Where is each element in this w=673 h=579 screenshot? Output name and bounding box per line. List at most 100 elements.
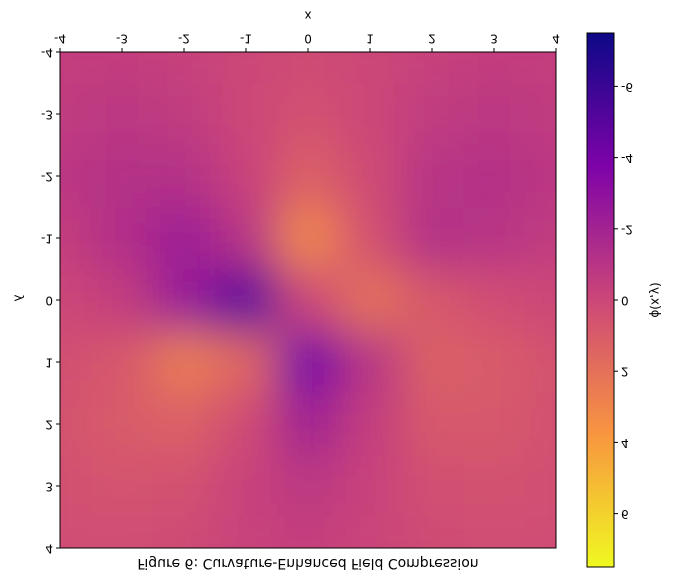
- heatmap-cell: [463, 517, 525, 548]
- heatmap-cell: [463, 83, 525, 145]
- heatmap-cell: [91, 393, 153, 455]
- heatmap-cell: [401, 269, 463, 331]
- y-axis-label: y: [11, 294, 25, 301]
- heatmap-cell: [277, 145, 339, 207]
- heatmap-cell: [60, 331, 91, 393]
- heatmap-cell: [525, 269, 556, 331]
- x-tick-label: 4: [552, 32, 560, 46]
- heatmap-cell: [215, 393, 277, 455]
- heatmap-cell: [153, 455, 215, 517]
- y-tick-label: -3: [41, 108, 53, 122]
- heatmap-cell: [215, 517, 277, 548]
- heatmap-cell: [463, 393, 525, 455]
- y-tick-label: -4: [41, 46, 53, 60]
- heatmap-cell: [153, 145, 215, 207]
- heatmap-cell: [525, 393, 556, 455]
- heatmap-cell: [91, 83, 153, 145]
- heatmap-cell: [401, 517, 463, 548]
- colorbar-tick-label: -2: [621, 222, 633, 236]
- heatmap-cell: [153, 83, 215, 145]
- heatmap-cell: [60, 393, 91, 455]
- x-tick-label: -3: [116, 32, 128, 46]
- heatmap-cell: [463, 207, 525, 269]
- heatmap-cell: [525, 331, 556, 393]
- x-axis-label: x: [304, 9, 311, 23]
- heatmap-cell: [91, 331, 153, 393]
- y-tick-label: -2: [41, 170, 53, 184]
- heatmap-cell: [463, 455, 525, 517]
- heatmap-cell: [153, 207, 215, 269]
- heatmap-cell: [277, 393, 339, 455]
- y-tick-label: 1: [45, 356, 53, 370]
- heatmap-cell: [153, 517, 215, 548]
- heatmap-cell: [463, 52, 525, 83]
- heatmap-cell: [525, 83, 556, 145]
- y-tick-label: -1: [41, 232, 53, 246]
- heatmap-cell: [153, 269, 215, 331]
- heatmap-cell: [277, 269, 339, 331]
- heatmap-cell: [91, 269, 153, 331]
- heatmap-cell: [401, 52, 463, 83]
- x-tick-label: 3: [490, 32, 498, 46]
- heatmap-cell: [215, 145, 277, 207]
- heatmap-cell: [401, 83, 463, 145]
- colorbar-tick-label: 0: [621, 294, 629, 308]
- colorbar-tick-label: 4: [621, 436, 629, 450]
- y-tick-label: 2: [45, 418, 53, 432]
- heatmap-cell: [277, 517, 339, 548]
- heatmap-cell: [91, 145, 153, 207]
- heatmap-cell: [401, 393, 463, 455]
- x-tick-label: -2: [178, 32, 190, 46]
- heatmap-cell: [60, 269, 91, 331]
- heatmap-cell: [215, 83, 277, 145]
- colorbar-tick-label: 2: [621, 365, 629, 379]
- heatmap-cell: [215, 269, 277, 331]
- x-tick-label: -4: [54, 32, 66, 46]
- heatmap-cell: [525, 455, 556, 517]
- heatmap-cell: [215, 207, 277, 269]
- heatmap-cell: [339, 455, 401, 517]
- heatmap-cell: [339, 517, 401, 548]
- heatmap-cell: [91, 207, 153, 269]
- heatmap-cell: [91, 455, 153, 517]
- heatmap: [60, 52, 556, 548]
- heatmap-cell: [463, 331, 525, 393]
- heatmap-cell: [401, 455, 463, 517]
- heatmap-cell: [463, 269, 525, 331]
- x-tick-label: 2: [428, 32, 436, 46]
- heatmap-cell: [277, 455, 339, 517]
- heatmap-cell: [525, 52, 556, 83]
- heatmap-cell: [153, 393, 215, 455]
- heatmap-cell: [401, 207, 463, 269]
- heatmap-cell: [91, 517, 153, 548]
- heatmap-cell: [153, 52, 215, 83]
- heatmap-cell: [215, 331, 277, 393]
- colorbar-tick-label: -4: [621, 151, 633, 165]
- heatmap-cell: [463, 145, 525, 207]
- colorbar-tick-label: 6: [621, 507, 629, 521]
- y-tick-label: 0: [45, 294, 53, 308]
- heatmap-cell: [60, 455, 91, 517]
- heatmap-cell: [401, 145, 463, 207]
- heatmap-cell: [339, 83, 401, 145]
- x-tick-label: 0: [304, 32, 312, 46]
- heatmap-cell: [401, 331, 463, 393]
- y-tick-label: 3: [45, 480, 53, 494]
- heatmap-cell: [525, 207, 556, 269]
- heatmap-cell: [277, 83, 339, 145]
- heatmap-cell: [339, 52, 401, 83]
- heatmap-cell: [525, 517, 556, 548]
- y-tick-label: 4: [45, 542, 53, 556]
- heatmap-cell: [339, 331, 401, 393]
- heatmap-cell: [215, 455, 277, 517]
- heatmap-cell: [339, 207, 401, 269]
- heatmap-cell: [339, 393, 401, 455]
- heatmap-cell: [60, 207, 91, 269]
- heatmap-cell: [277, 331, 339, 393]
- heatmap-cell: [215, 52, 277, 83]
- heatmap-cell: [60, 52, 91, 83]
- heatmap-cell: [60, 83, 91, 145]
- heatmap-cell: [339, 269, 401, 331]
- heatmap-cell: [525, 145, 556, 207]
